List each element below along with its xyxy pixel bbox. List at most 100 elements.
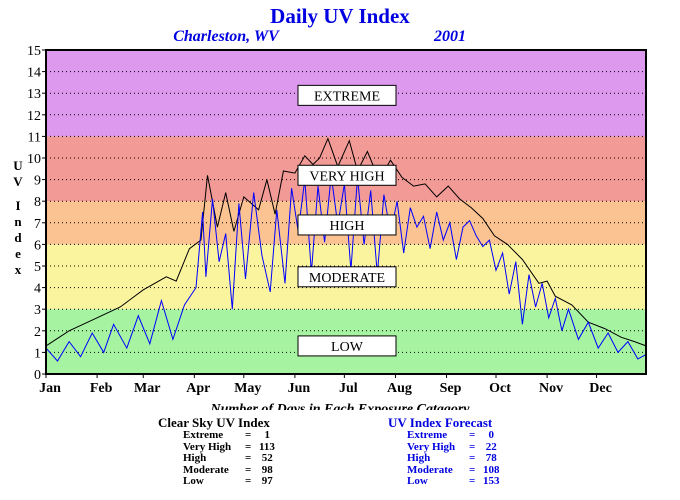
x-tick-label: Feb: [90, 381, 113, 396]
x-tick-label: Jul: [339, 381, 358, 396]
forecast-stat-label: Extreme: [407, 429, 448, 441]
forecast-stat-value: 0: [483, 429, 495, 441]
y-tick-label: 11: [28, 130, 41, 145]
y-axis-label-letter: V: [13, 174, 23, 189]
band-label-box: [297, 164, 397, 186]
clear-sky-stat-value: 97: [259, 475, 273, 487]
y-axis-label-letter: I: [15, 198, 20, 213]
forecast-stat-row: High = 78: [388, 452, 500, 465]
forecast-stat-label: Very High: [407, 440, 456, 453]
y-tick-label: 2: [34, 325, 41, 340]
chart-subtitle-location: Charleston, WV: [173, 28, 280, 45]
plot-frame: [45, 49, 647, 375]
clear-sky-stat-value: 52: [259, 452, 273, 464]
x-tick-label: Mar: [134, 381, 160, 396]
band-label: EXTREME: [314, 89, 380, 104]
band-label-box: [297, 214, 397, 236]
y-axis-label-letter: n: [14, 214, 22, 229]
clear-sky-stat-equals: =: [245, 440, 252, 453]
x-tick-label: Dec: [589, 381, 612, 396]
y-axis-label-letter: U: [13, 158, 23, 173]
x-tick-label: May: [234, 381, 261, 396]
y-tick-label: 15: [27, 44, 41, 59]
forecast-stat-equals: =: [469, 452, 476, 464]
band-label: MODERATE: [309, 271, 385, 286]
x-tick-label: Aug: [387, 381, 412, 396]
y-axis-label-letter: x: [15, 262, 22, 277]
uv-index-chart: Daily UV Index Charleston, WV 2001 01234…: [13, 4, 647, 410]
band-label-box: [297, 84, 397, 106]
forecast-stat-label: Moderate: [407, 463, 453, 476]
clear-sky-stat-label: Very High: [183, 440, 232, 453]
forecast-stat-row: Moderate = 108: [388, 463, 500, 477]
y-axis-label-letter: d: [14, 230, 22, 245]
forecast-stat-label: Low: [407, 475, 428, 487]
x-tick-label: Oct: [489, 381, 511, 396]
clear-sky-stats: Clear Sky UV Index Extreme = 1 Very High = 1…: [158, 415, 275, 488]
y-tick-label: 4: [34, 282, 41, 297]
clear-sky-stats-title: Clear Sky UV Index: [158, 415, 270, 430]
clear-sky-stat-label: High: [183, 452, 207, 464]
clear-sky-stat-equals: =: [245, 475, 252, 487]
x-tick-label: Apr: [186, 381, 210, 396]
y-tick-label: 9: [34, 174, 41, 189]
y-tick-label: 14: [27, 66, 41, 81]
y-tick-label: 1: [34, 346, 41, 361]
forecast-stats-title: UV Index Forecast: [388, 415, 493, 430]
band-label-box: [297, 335, 397, 357]
x-tick-label: Nov: [539, 381, 563, 396]
y-tick-label: 12: [27, 109, 41, 124]
clear-sky-stat-value: 113: [259, 440, 275, 453]
forecast-stats-rows: Extreme = 0 Very High = 22 High = 78 Moderate =…: [388, 429, 500, 488]
forecast-stat-label: High: [407, 452, 431, 464]
forecast-stat-value: 153: [483, 475, 500, 487]
clear-sky-stat-equals: =: [245, 429, 252, 441]
chart-title: Daily UV Index: [270, 4, 410, 28]
forecast-stat-equals: =: [469, 475, 476, 487]
clear-sky-stat-value: 1: [259, 429, 271, 441]
y-tick-label: 8: [34, 195, 41, 210]
clear-sky-series-line: [45, 137, 647, 347]
clear-sky-stat-row: Extreme = 1: [158, 429, 275, 442]
band-label: VERY HIGH: [309, 169, 384, 184]
forecast-stat-value: 22: [483, 440, 497, 453]
clear-sky-stat-row: Moderate = 98: [158, 463, 275, 477]
y-axis-label-letter: e: [15, 246, 21, 261]
forecast-stat-value: 78: [483, 452, 497, 464]
clear-sky-stats-rows: Extreme = 1 Very High = 113 High = 52 Moderate =…: [158, 429, 275, 488]
forecast-stat-equals: =: [469, 429, 476, 441]
forecast-stat-row: Extreme = 0: [388, 429, 500, 442]
y-tick-label: 3: [34, 303, 41, 318]
clear-sky-stat-equals: =: [245, 452, 252, 464]
stats-heading: Number of Days in Each Exposure Catagory: [209, 402, 470, 410]
forecast-stats: UV Index Forecast Extreme = 0 Very High = 2…: [388, 415, 500, 488]
gridlines: [46, 71, 646, 353]
y-tick-label: 13: [27, 87, 41, 102]
forecast-stat-row: Low = 153: [388, 475, 500, 488]
x-axis-ticks: Jan Feb Mar Apr May Jun Jul Aug Sep Oct Nov Dec: [39, 374, 612, 396]
x-tick-label: Jun: [288, 381, 311, 396]
clear-sky-stat-label: Extreme: [183, 429, 224, 441]
band-label-box: [297, 266, 397, 288]
band-label: LOW: [331, 340, 364, 355]
clear-sky-stat-value: 98: [259, 463, 273, 476]
x-tick-label: Jan: [39, 381, 61, 396]
clear-sky-stat-row: High = 52: [158, 452, 275, 465]
clear-sky-stat-row: Very High = 113: [158, 440, 275, 454]
y-tick-label: 10: [27, 152, 41, 167]
forecast-stat-equals: =: [469, 440, 476, 453]
forecast-stat-equals: =: [469, 463, 476, 476]
clear-sky-stat-label: Low: [183, 475, 204, 487]
clear-sky-stat-label: Moderate: [183, 463, 229, 476]
clear-sky-stat-equals: =: [245, 463, 252, 476]
forecast-stat-row: Very High = 22: [388, 440, 500, 454]
y-tick-label: 0: [34, 368, 41, 383]
clear-sky-stat-row: Low = 97: [158, 475, 275, 488]
y-tick-label: 7: [34, 217, 41, 232]
chart-subtitle-year: 2001: [433, 28, 466, 45]
x-tick-label: Sep: [440, 381, 462, 396]
forecast-stat-value: 108: [483, 463, 500, 476]
y-tick-label: 5: [34, 260, 41, 275]
